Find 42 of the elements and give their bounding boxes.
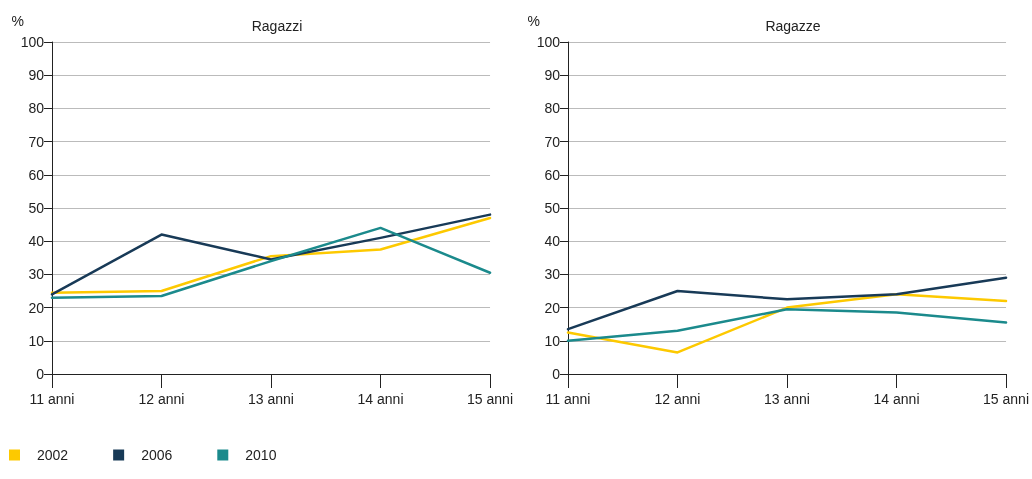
x-tick-label: 13 anni [248,391,294,407]
y-tick-label: 70 [28,133,45,150]
x-tick-label: 11 anni [29,391,75,407]
x-tick-label: 14 anni [873,391,920,407]
line-series [50,226,492,299]
y-tick-label: 40 [28,233,45,250]
y-tick-label: 30 [28,266,45,283]
y-axis-title: % [527,13,540,29]
x-tick-label: 15 anni [467,391,513,407]
x-tick-label: 12 anni [654,391,701,407]
legend-label: 2002 [37,447,69,463]
x-tick-label: 15 anni [983,391,1029,407]
legend-label: 2006 [141,447,173,463]
x-tick-label: 11 anni [545,391,591,407]
line-series [566,308,1008,343]
y-tick-label: 20 [28,299,45,316]
x-tick-label: 13 anni [764,391,810,407]
chart-title: Ragazze [765,18,821,34]
y-tick-label: 10 [544,332,561,349]
y-tick-label: 0 [552,366,561,382]
y-tick-label: 0 [36,366,45,382]
y-tick-label: 80 [28,100,45,117]
x-tick-label: 12 anni [138,391,185,407]
y-tick-label: 90 [544,67,561,84]
y-tick-label: 30 [544,266,561,283]
y-tick-label: 60 [28,166,45,183]
y-tick-label: 50 [28,200,45,216]
y-tick-label: 90 [28,67,45,84]
y-axis-title: % [11,13,24,29]
y-tick-label: 50 [544,200,561,216]
y-tick-label: 80 [544,100,561,117]
y-tick-label: 100 [536,34,561,50]
y-tick-label: 10 [28,332,45,349]
y-tick-label: 20 [544,299,561,316]
x-tick-label: 14 anni [357,391,404,407]
y-tick-label: 40 [544,233,561,250]
legend-label: 2010 [245,447,277,463]
y-tick-label: 60 [544,166,561,183]
chart-title: Ragazzi [251,18,303,34]
y-tick-label: 70 [544,133,561,150]
line-series [566,276,1008,331]
y-tick-label: 100 [20,34,45,50]
